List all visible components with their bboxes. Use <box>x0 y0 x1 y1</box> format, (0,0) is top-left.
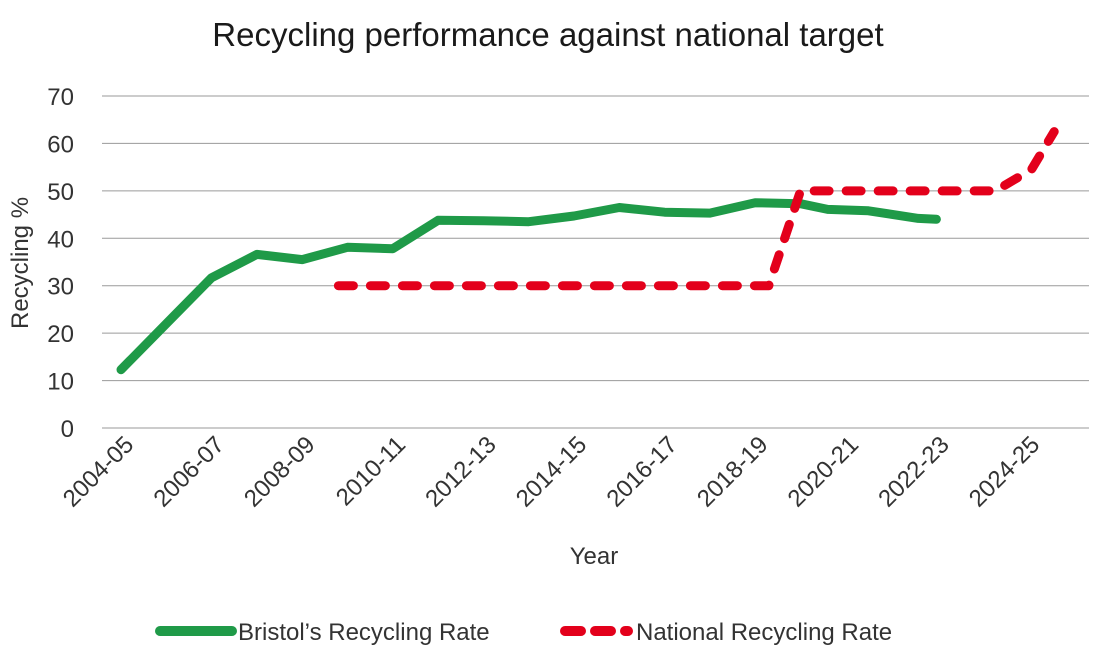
chart-title: Recycling performance against national t… <box>212 16 883 53</box>
y-tick-label: 40 <box>47 226 74 253</box>
y-tick-label: 10 <box>47 369 74 396</box>
y-axis-ticks: 0 10 20 30 40 50 60 70 <box>47 84 74 443</box>
y-tick-label: 20 <box>47 321 74 348</box>
y-tick-label: 30 <box>47 274 74 301</box>
series-line-bristol <box>116 198 941 375</box>
y-axis-label: Recycling % <box>7 197 34 329</box>
series-lines <box>116 127 1059 375</box>
y-tick-label: 50 <box>47 179 74 206</box>
x-tick-label: 2008-09 <box>239 431 320 512</box>
x-tick-label: 2006-07 <box>148 431 229 512</box>
x-tick-label: 2014-15 <box>511 431 592 512</box>
gridlines <box>102 95 1089 429</box>
x-tick-label: 2020-21 <box>783 431 864 512</box>
y-tick-label: 70 <box>47 84 74 111</box>
x-tick-label: 2012-13 <box>420 431 501 512</box>
legend-label-bristol: Bristol’s Recycling Rate <box>238 619 490 646</box>
legend: Bristol’s Recycling Rate National Recycl… <box>155 619 892 646</box>
x-axis-ticks: 2004-05 2006-07 2008-09 2010-11 2012-13 2014-… <box>58 431 1045 512</box>
y-tick-label: 60 <box>47 131 74 158</box>
y-tick-label: 0 <box>61 416 74 443</box>
x-tick-label: 2016-17 <box>601 431 682 512</box>
x-tick-label: 2024-25 <box>964 431 1045 512</box>
x-axis-label: Year <box>570 543 619 570</box>
x-tick-label: 2010-11 <box>331 431 411 511</box>
legend-label-national: National Recycling Rate <box>636 619 892 646</box>
x-tick-label: 2022-23 <box>873 431 954 512</box>
x-tick-label: 2018-19 <box>692 431 773 512</box>
x-tick-label: 2004-05 <box>58 431 139 512</box>
series-line-national <box>333 127 1059 291</box>
